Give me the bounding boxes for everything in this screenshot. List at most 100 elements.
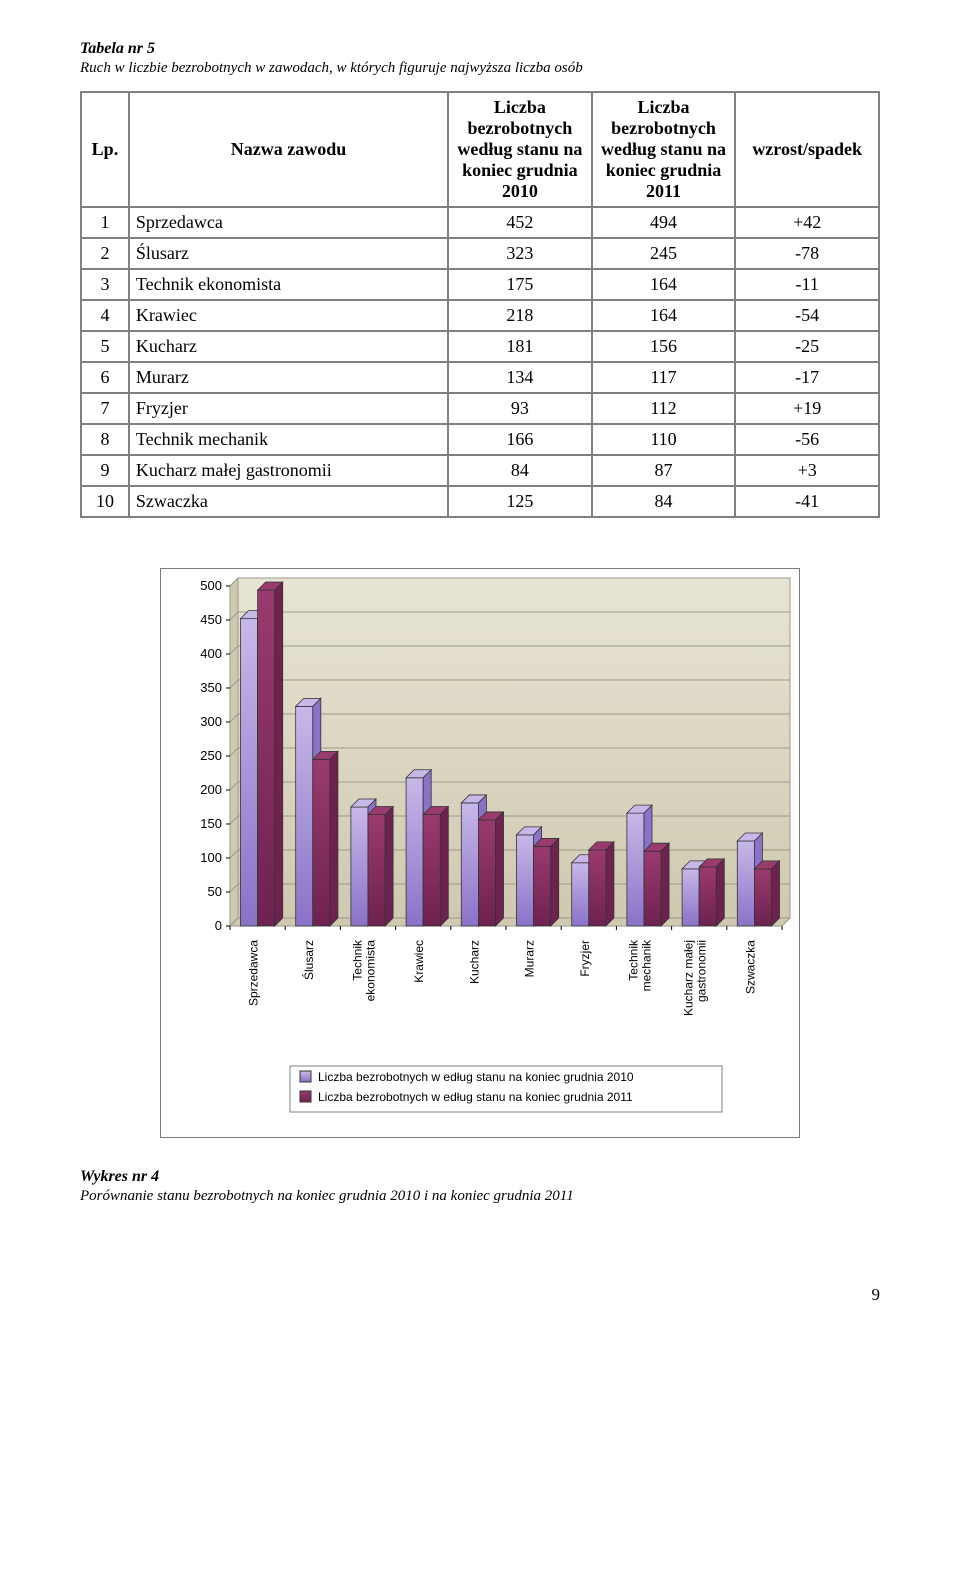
table-row: 5Kucharz181156-25 bbox=[81, 331, 879, 362]
svg-text:Liczba bezrobotnych w edług st: Liczba bezrobotnych w edług stanu na kon… bbox=[318, 1070, 634, 1084]
svg-text:Sprzedawca: Sprzedawca bbox=[247, 940, 261, 1006]
cell-lp: 10 bbox=[81, 486, 129, 517]
cell-name: Szwaczka bbox=[129, 486, 448, 517]
cell-2010: 452 bbox=[448, 207, 592, 238]
svg-text:100: 100 bbox=[200, 850, 222, 865]
cell-delta: -25 bbox=[735, 331, 879, 362]
page-number: 9 bbox=[80, 1285, 880, 1305]
cell-2010: 166 bbox=[448, 424, 592, 455]
cell-2010: 125 bbox=[448, 486, 592, 517]
svg-text:ekonomista: ekonomista bbox=[364, 940, 378, 1002]
svg-text:mechanik: mechanik bbox=[640, 939, 654, 991]
cell-2010: 84 bbox=[448, 455, 592, 486]
cell-lp: 1 bbox=[81, 207, 129, 238]
cell-2011: 156 bbox=[592, 331, 736, 362]
svg-text:Kucharz: Kucharz bbox=[467, 940, 481, 984]
table-row: 7Fryzjer93112+19 bbox=[81, 393, 879, 424]
th-name: Nazwa zawodu bbox=[129, 92, 448, 207]
cell-2011: 110 bbox=[592, 424, 736, 455]
table-header-row: Lp. Nazwa zawodu Liczba bezrobotnych wed… bbox=[81, 92, 879, 207]
cell-delta: -17 bbox=[735, 362, 879, 393]
figure-subcaption: Porównanie stanu bezrobotnych na koniec … bbox=[80, 1188, 880, 1205]
svg-text:Krawiec: Krawiec bbox=[412, 940, 426, 983]
cell-2011: 245 bbox=[592, 238, 736, 269]
cell-name: Fryzjer bbox=[129, 393, 448, 424]
table-subcaption: Ruch w liczbie bezrobotnych w zawodach, … bbox=[80, 60, 880, 77]
table-row: 9Kucharz małej gastronomii8487+3 bbox=[81, 455, 879, 486]
cell-delta: -54 bbox=[735, 300, 879, 331]
data-table: Lp. Nazwa zawodu Liczba bezrobotnych wed… bbox=[80, 91, 880, 518]
figure-caption: Wykres nr 4 bbox=[80, 1168, 880, 1186]
cell-delta: +42 bbox=[735, 207, 879, 238]
cell-lp: 2 bbox=[81, 238, 129, 269]
cell-delta: -78 bbox=[735, 238, 879, 269]
svg-text:gastronomii: gastronomii bbox=[695, 940, 709, 1002]
cell-2011: 164 bbox=[592, 269, 736, 300]
cell-name: Sprzedawca bbox=[129, 207, 448, 238]
cell-lp: 8 bbox=[81, 424, 129, 455]
cell-2010: 218 bbox=[448, 300, 592, 331]
cell-2011: 494 bbox=[592, 207, 736, 238]
table-row: 3Technik ekonomista175164-11 bbox=[81, 269, 879, 300]
chart-container: 0 50 100 150 200 250 300 350 400 450 500 Sprzedawca… bbox=[160, 568, 800, 1138]
svg-text:Szwaczka: Szwaczka bbox=[743, 940, 757, 994]
svg-text:200: 200 bbox=[200, 782, 222, 797]
cell-name: Murarz bbox=[129, 362, 448, 393]
svg-text:150: 150 bbox=[200, 816, 222, 831]
th-2011: Liczba bezrobotnych według stanu na koni… bbox=[592, 92, 736, 207]
cell-delta: +19 bbox=[735, 393, 879, 424]
cell-delta: -56 bbox=[735, 424, 879, 455]
cell-name: Technik ekonomista bbox=[129, 269, 448, 300]
svg-text:Murarz: Murarz bbox=[523, 940, 537, 977]
svg-text:Kucharz małej: Kucharz małej bbox=[682, 940, 696, 1016]
cell-lp: 9 bbox=[81, 455, 129, 486]
cell-name: Kucharz bbox=[129, 331, 448, 362]
cell-2011: 117 bbox=[592, 362, 736, 393]
cell-2010: 93 bbox=[448, 393, 592, 424]
svg-text:350: 350 bbox=[200, 680, 222, 695]
cell-2011: 84 bbox=[592, 486, 736, 517]
cell-delta: +3 bbox=[735, 455, 879, 486]
table-row: 4Krawiec218164-54 bbox=[81, 300, 879, 331]
th-delta: wzrost/spadek bbox=[735, 92, 879, 207]
cell-lp: 6 bbox=[81, 362, 129, 393]
bar-chart: 0 50 100 150 200 250 300 350 400 450 500 Sprzedawca… bbox=[160, 568, 800, 1138]
svg-text:Liczba bezrobotnych w edług st: Liczba bezrobotnych w edług stanu na kon… bbox=[318, 1090, 633, 1104]
cell-delta: -41 bbox=[735, 486, 879, 517]
table-row: 2Ślusarz323245-78 bbox=[81, 238, 879, 269]
cell-2010: 181 bbox=[448, 331, 592, 362]
svg-text:Ślusarz: Ślusarz bbox=[301, 940, 316, 980]
cell-lp: 4 bbox=[81, 300, 129, 331]
cell-2010: 134 bbox=[448, 362, 592, 393]
table-row: 1Sprzedawca452494+42 bbox=[81, 207, 879, 238]
svg-text:0: 0 bbox=[215, 918, 222, 933]
svg-text:300: 300 bbox=[200, 714, 222, 729]
cell-lp: 5 bbox=[81, 331, 129, 362]
svg-text:Technik: Technik bbox=[351, 939, 365, 981]
svg-text:50: 50 bbox=[208, 884, 222, 899]
cell-delta: -11 bbox=[735, 269, 879, 300]
cell-name: Kucharz małej gastronomii bbox=[129, 455, 448, 486]
svg-text:450: 450 bbox=[200, 612, 222, 627]
th-2010: Liczba bezrobotnych według stanu na koni… bbox=[448, 92, 592, 207]
svg-text:250: 250 bbox=[200, 748, 222, 763]
cell-2011: 112 bbox=[592, 393, 736, 424]
table-row: 10Szwaczka12584-41 bbox=[81, 486, 879, 517]
table-row: 8Technik mechanik166110-56 bbox=[81, 424, 879, 455]
svg-text:400: 400 bbox=[200, 646, 222, 661]
cell-name: Technik mechanik bbox=[129, 424, 448, 455]
svg-text:Fryzjer: Fryzjer bbox=[578, 940, 592, 977]
cell-lp: 7 bbox=[81, 393, 129, 424]
table-row: 6Murarz134117-17 bbox=[81, 362, 879, 393]
cell-2010: 323 bbox=[448, 238, 592, 269]
cell-name: Ślusarz bbox=[129, 238, 448, 269]
cell-2011: 164 bbox=[592, 300, 736, 331]
cell-2011: 87 bbox=[592, 455, 736, 486]
table-caption: Tabela nr 5 bbox=[80, 40, 880, 58]
svg-text:500: 500 bbox=[200, 578, 222, 593]
cell-2010: 175 bbox=[448, 269, 592, 300]
svg-text:Technik: Technik bbox=[627, 939, 641, 981]
cell-lp: 3 bbox=[81, 269, 129, 300]
th-lp: Lp. bbox=[81, 92, 129, 207]
cell-name: Krawiec bbox=[129, 300, 448, 331]
